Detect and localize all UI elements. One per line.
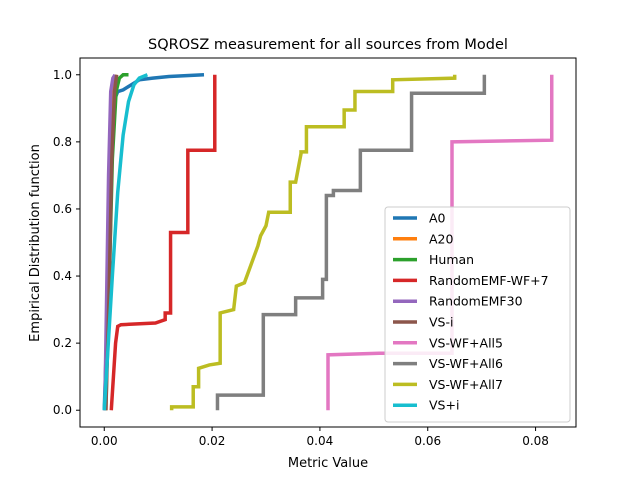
y-ticks: 0.0 0.2 0.4 0.6 0.8 1.0 [53,68,80,417]
y-tick-label: 0.2 [53,336,72,350]
y-tick-label: 0.8 [53,135,72,149]
series-line-4 [103,73,117,411]
x-axis-label: Metric Value [288,456,368,471]
legend: A0 A20 Human RandomEMF-WF+7 RandomEMF30 VS-i V… [384,206,571,423]
legend-label-7: VS-WF+All6 [429,356,503,371]
legend-label-0: A0 [429,211,446,226]
y-tick-label: 1.0 [53,68,72,82]
series-line-3 [109,74,217,411]
x-tick-label: 0.02 [199,434,226,448]
x-tick-label: 0.04 [307,434,334,448]
x-tick-label: 0.08 [522,434,549,448]
series-line-7 [215,74,487,411]
legend-label-3: RandomEMF-WF+7 [429,273,549,288]
series-line-0 [102,73,205,411]
series-line-8 [169,74,457,411]
legend-label-6: VS-WF+All5 [429,335,503,350]
legend-label-4: RandomEMF30 [429,294,523,309]
y-tick-label: 0.6 [53,202,72,216]
legend-box [384,206,571,423]
y-tick-label: 0.4 [53,269,72,283]
series-layer [102,73,554,411]
series-line-9 [102,73,149,411]
x-ticks: 0.00 0.02 0.04 0.06 0.08 [91,427,549,448]
legend-label-8: VS-WF+All7 [429,377,503,392]
y-axis-label: Empirical Distribution function [28,144,43,342]
legend-label-9: VS+i [429,398,459,413]
x-tick-label: 0.06 [414,434,441,448]
x-tick-label: 0.00 [91,434,118,448]
legend-label-5: VS-i [429,315,453,330]
y-tick-label: 0.0 [53,403,72,417]
legend-label-1: A20 [429,231,454,246]
axes-frame [79,57,577,428]
legend-label-2: Human [429,252,474,267]
chart-title: SQROSZ measurement for all sources from … [148,37,508,53]
